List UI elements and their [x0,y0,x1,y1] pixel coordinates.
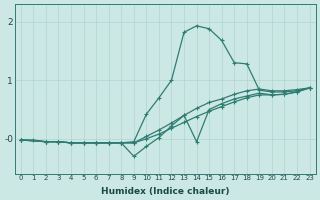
X-axis label: Humidex (Indice chaleur): Humidex (Indice chaleur) [101,187,229,196]
